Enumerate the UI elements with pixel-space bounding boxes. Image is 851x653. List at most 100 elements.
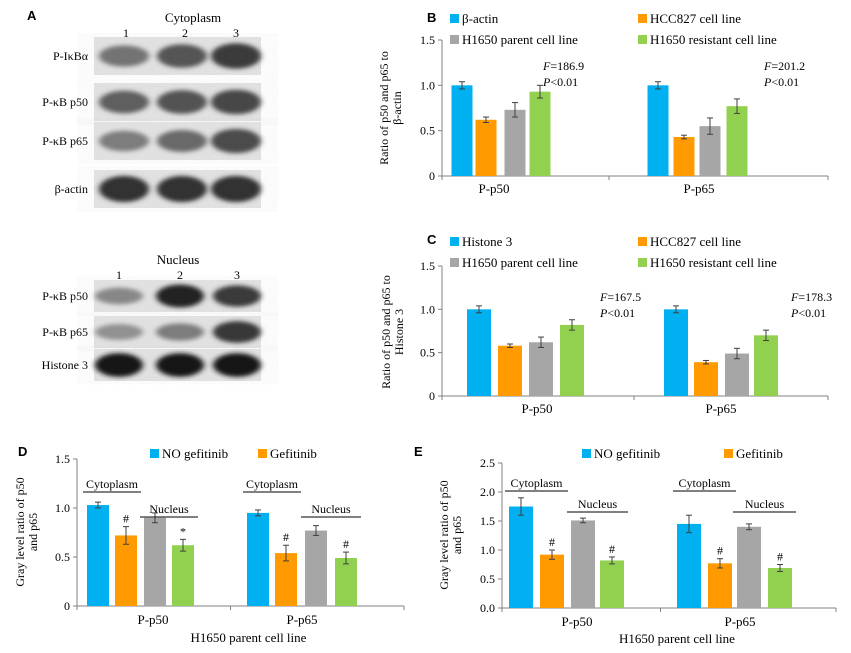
group-label: Nucleus — [745, 497, 785, 511]
blot-strip — [94, 122, 261, 160]
legend-entry: NO gefitinib — [150, 446, 228, 461]
bar-e-s3-c1 — [768, 567, 792, 608]
category-label: P-p50 — [478, 181, 509, 196]
error-bar — [569, 319, 575, 331]
lane-number: 1 — [123, 26, 129, 40]
legend-entry: Histone 3 — [450, 234, 512, 249]
y-tick-label: 0 — [64, 599, 70, 613]
legend-entry: H1650 parent cell line — [450, 32, 578, 47]
p-value: P<0.01 — [599, 306, 635, 320]
legend-swatch — [450, 14, 459, 23]
blot-band — [99, 175, 149, 203]
blot-band — [157, 175, 207, 203]
error-bar — [507, 343, 513, 348]
significance-mark: * — [180, 524, 186, 538]
y-axis-label: Ratio of p50 and p65 toHistone 3 — [379, 275, 406, 389]
bar-d-s2-c1 — [305, 530, 327, 606]
blot-row-label: P-κB p65 — [42, 325, 88, 339]
blot-strip — [94, 349, 261, 381]
y-tick-label: 1.0 — [420, 302, 435, 316]
legend-label: Histone 3 — [462, 234, 512, 249]
legend-swatch — [638, 237, 647, 246]
y-tick-label: 0 — [429, 389, 435, 403]
blot-band — [156, 353, 204, 377]
error-bar — [746, 523, 752, 531]
panel-a-label: A — [27, 8, 37, 23]
error-bar — [283, 544, 289, 562]
y-tick-label: 1.5 — [420, 259, 435, 273]
error-bar — [734, 347, 740, 360]
error-bar — [95, 501, 101, 509]
error-bar — [313, 525, 319, 536]
blot-band — [211, 175, 261, 203]
chart-panel-e: E 0.0 0.5 1.0 1.5 2.0 2.5 Gray level ratio of p… — [414, 444, 837, 646]
bar-b-s3-c0 — [529, 91, 551, 176]
y-tick-label: 1.5 — [55, 452, 70, 466]
legend-label: HCC827 cell line — [650, 11, 741, 26]
panel-a: A Cytoplasm 1 2 3 P-IκBα P-κB p50 P-κB p65… — [27, 8, 261, 381]
panel-label: B — [427, 10, 436, 25]
legend-label: H1650 parent cell line — [462, 32, 578, 47]
category-label: P-p65 — [286, 612, 317, 627]
error-bar — [681, 134, 687, 140]
y-tick-label: 2.0 — [480, 485, 495, 499]
legend-entry: H1650 parent cell line — [450, 255, 578, 270]
y-tick-label: 1.5 — [480, 514, 495, 528]
category-label: P-p50 — [521, 401, 552, 416]
legend-swatch — [638, 35, 647, 44]
error-bar — [483, 116, 489, 124]
bar-e-s0-c0 — [509, 506, 533, 608]
blot-strip — [94, 37, 261, 75]
group-label: Cytoplasm — [86, 477, 139, 491]
group-label: Cytoplasm — [678, 476, 731, 490]
blot-band — [99, 45, 149, 67]
blot-strip — [94, 280, 261, 312]
error-bar — [538, 336, 544, 348]
legend-swatch — [582, 449, 591, 458]
panel-label: E — [414, 444, 423, 459]
significance-mark: # — [283, 530, 289, 544]
legend-label: H1650 parent cell line — [462, 255, 578, 270]
legend-entry: Gefitinib — [258, 446, 317, 461]
group-label: Nucleus — [311, 502, 351, 516]
bar-b-s1-c0 — [475, 119, 497, 176]
error-bar — [655, 81, 661, 90]
blot-band — [157, 129, 207, 153]
bar-e-s2-c0 — [571, 520, 595, 608]
f-statistic: F=178.3 — [790, 290, 832, 304]
blot-band — [99, 90, 149, 114]
bar-c-s2-c0 — [529, 342, 553, 396]
legend-entry: HCC827 cell line — [638, 234, 741, 249]
legend-label: β-actin — [462, 11, 499, 26]
legend-label: H1650 resistant cell line — [650, 255, 777, 270]
p-value: P<0.01 — [763, 75, 799, 89]
blot-band — [211, 128, 261, 154]
bar-d-s1-c1 — [275, 553, 297, 606]
y-axis-label: Gray level ratio of p50and p65 — [437, 480, 464, 589]
bar-e-s1-c1 — [708, 563, 732, 608]
error-bar — [580, 517, 586, 524]
bar-d-s0-c1 — [247, 512, 269, 606]
y-tick-label: 0.5 — [420, 124, 435, 138]
bar-e-s0-c1 — [677, 523, 701, 608]
significance-mark: # — [549, 535, 555, 549]
lane-number: 1 — [116, 268, 122, 282]
legend-entry: HCC827 cell line — [638, 11, 741, 26]
blot-band — [157, 90, 207, 114]
blot-band — [95, 324, 143, 340]
legend-entry: H1650 resistant cell line — [638, 255, 777, 270]
legend-swatch — [150, 449, 159, 458]
category-label: P-p50 — [137, 612, 168, 627]
error-bar — [152, 512, 158, 524]
bar-c-s1-c1 — [694, 362, 718, 396]
bar-e-s3-c0 — [600, 560, 624, 608]
bar-b-s1-c1 — [673, 137, 695, 176]
legend-label: Gefitinib — [270, 446, 317, 461]
y-tick-label: 2.5 — [480, 456, 495, 470]
blot-band — [157, 44, 207, 68]
group-label: Cytoplasm — [510, 476, 563, 490]
significance-mark: # — [609, 542, 615, 556]
blot-strip — [94, 170, 261, 208]
nucleus-blot-rows: P-κB p50 P-κB p65 Histone 3 — [42, 280, 261, 381]
